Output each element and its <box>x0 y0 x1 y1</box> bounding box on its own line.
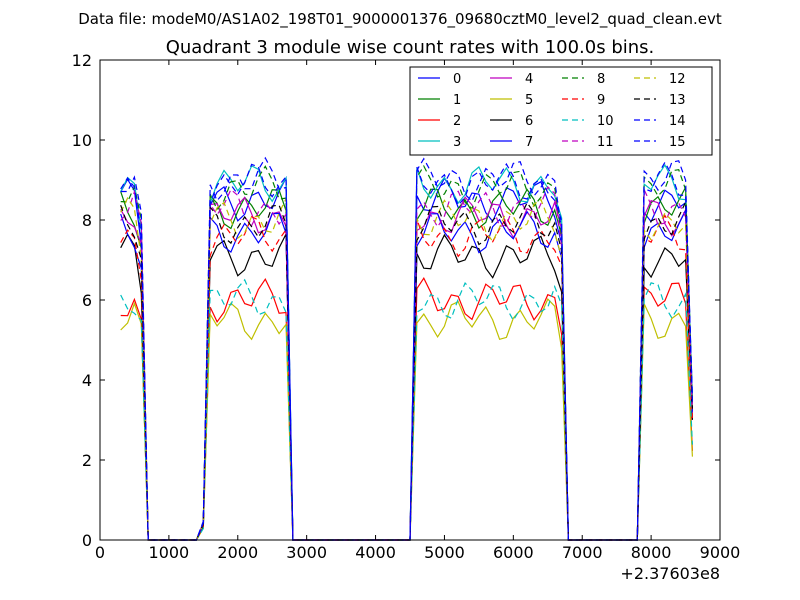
legend-label-2: 2 <box>453 114 461 129</box>
x-tick-label: 4000 <box>355 543 396 562</box>
legend-label-4: 4 <box>525 72 533 87</box>
y-tick-label: 2 <box>82 451 92 470</box>
legend-label-12: 12 <box>669 72 686 87</box>
legend-label-13: 13 <box>669 93 686 108</box>
chart-title: Quadrant 3 module wise count rates with … <box>166 37 655 58</box>
legend-label-8: 8 <box>597 72 605 87</box>
legend-label-6: 6 <box>525 114 533 129</box>
plot-lines <box>120 156 693 541</box>
x-tick-label: 7000 <box>562 543 603 562</box>
legend-label-5: 5 <box>525 93 533 108</box>
legend-frame <box>409 66 713 156</box>
legend-label-1: 1 <box>453 93 461 108</box>
y-tick-label: 0 <box>82 531 92 550</box>
x-tick-label: 0 <box>95 543 105 562</box>
y-tick-label: 6 <box>82 291 92 310</box>
x-axis: 0 1000 2000 3000 4000 5000 6000 7000 8000 9000 <box>95 60 740 562</box>
y-tick-label: 12 <box>72 51 92 70</box>
legend-label-3: 3 <box>453 135 461 150</box>
y-tick-label: 4 <box>82 371 92 390</box>
figure-suptitle: Data file: modeM0/AS1A02_198T01_90000013… <box>78 10 722 29</box>
legend-label-0: 0 <box>453 72 461 87</box>
series-line-12 <box>120 196 693 541</box>
x-tick-label: 3000 <box>286 543 327 562</box>
legend-label-7: 7 <box>525 135 533 150</box>
x-tick-label: 1000 <box>149 543 190 562</box>
x-tick-label: 2000 <box>217 543 258 562</box>
x-offset-label: +2.37603e8 <box>620 564 720 583</box>
x-tick-label: 6000 <box>493 543 534 562</box>
legend-label-9: 9 <box>597 93 605 108</box>
x-tick-label: 5000 <box>424 543 465 562</box>
y-tick-label: 8 <box>82 211 92 230</box>
legend-label-14: 14 <box>669 114 686 129</box>
legend-label-11: 11 <box>597 135 614 150</box>
legend-label-15: 15 <box>669 135 686 150</box>
y-tick-label: 10 <box>72 131 92 150</box>
legend-label-10: 10 <box>597 114 614 129</box>
x-tick-label: 8000 <box>631 543 672 562</box>
x-tick-label: 9000 <box>700 543 741 562</box>
